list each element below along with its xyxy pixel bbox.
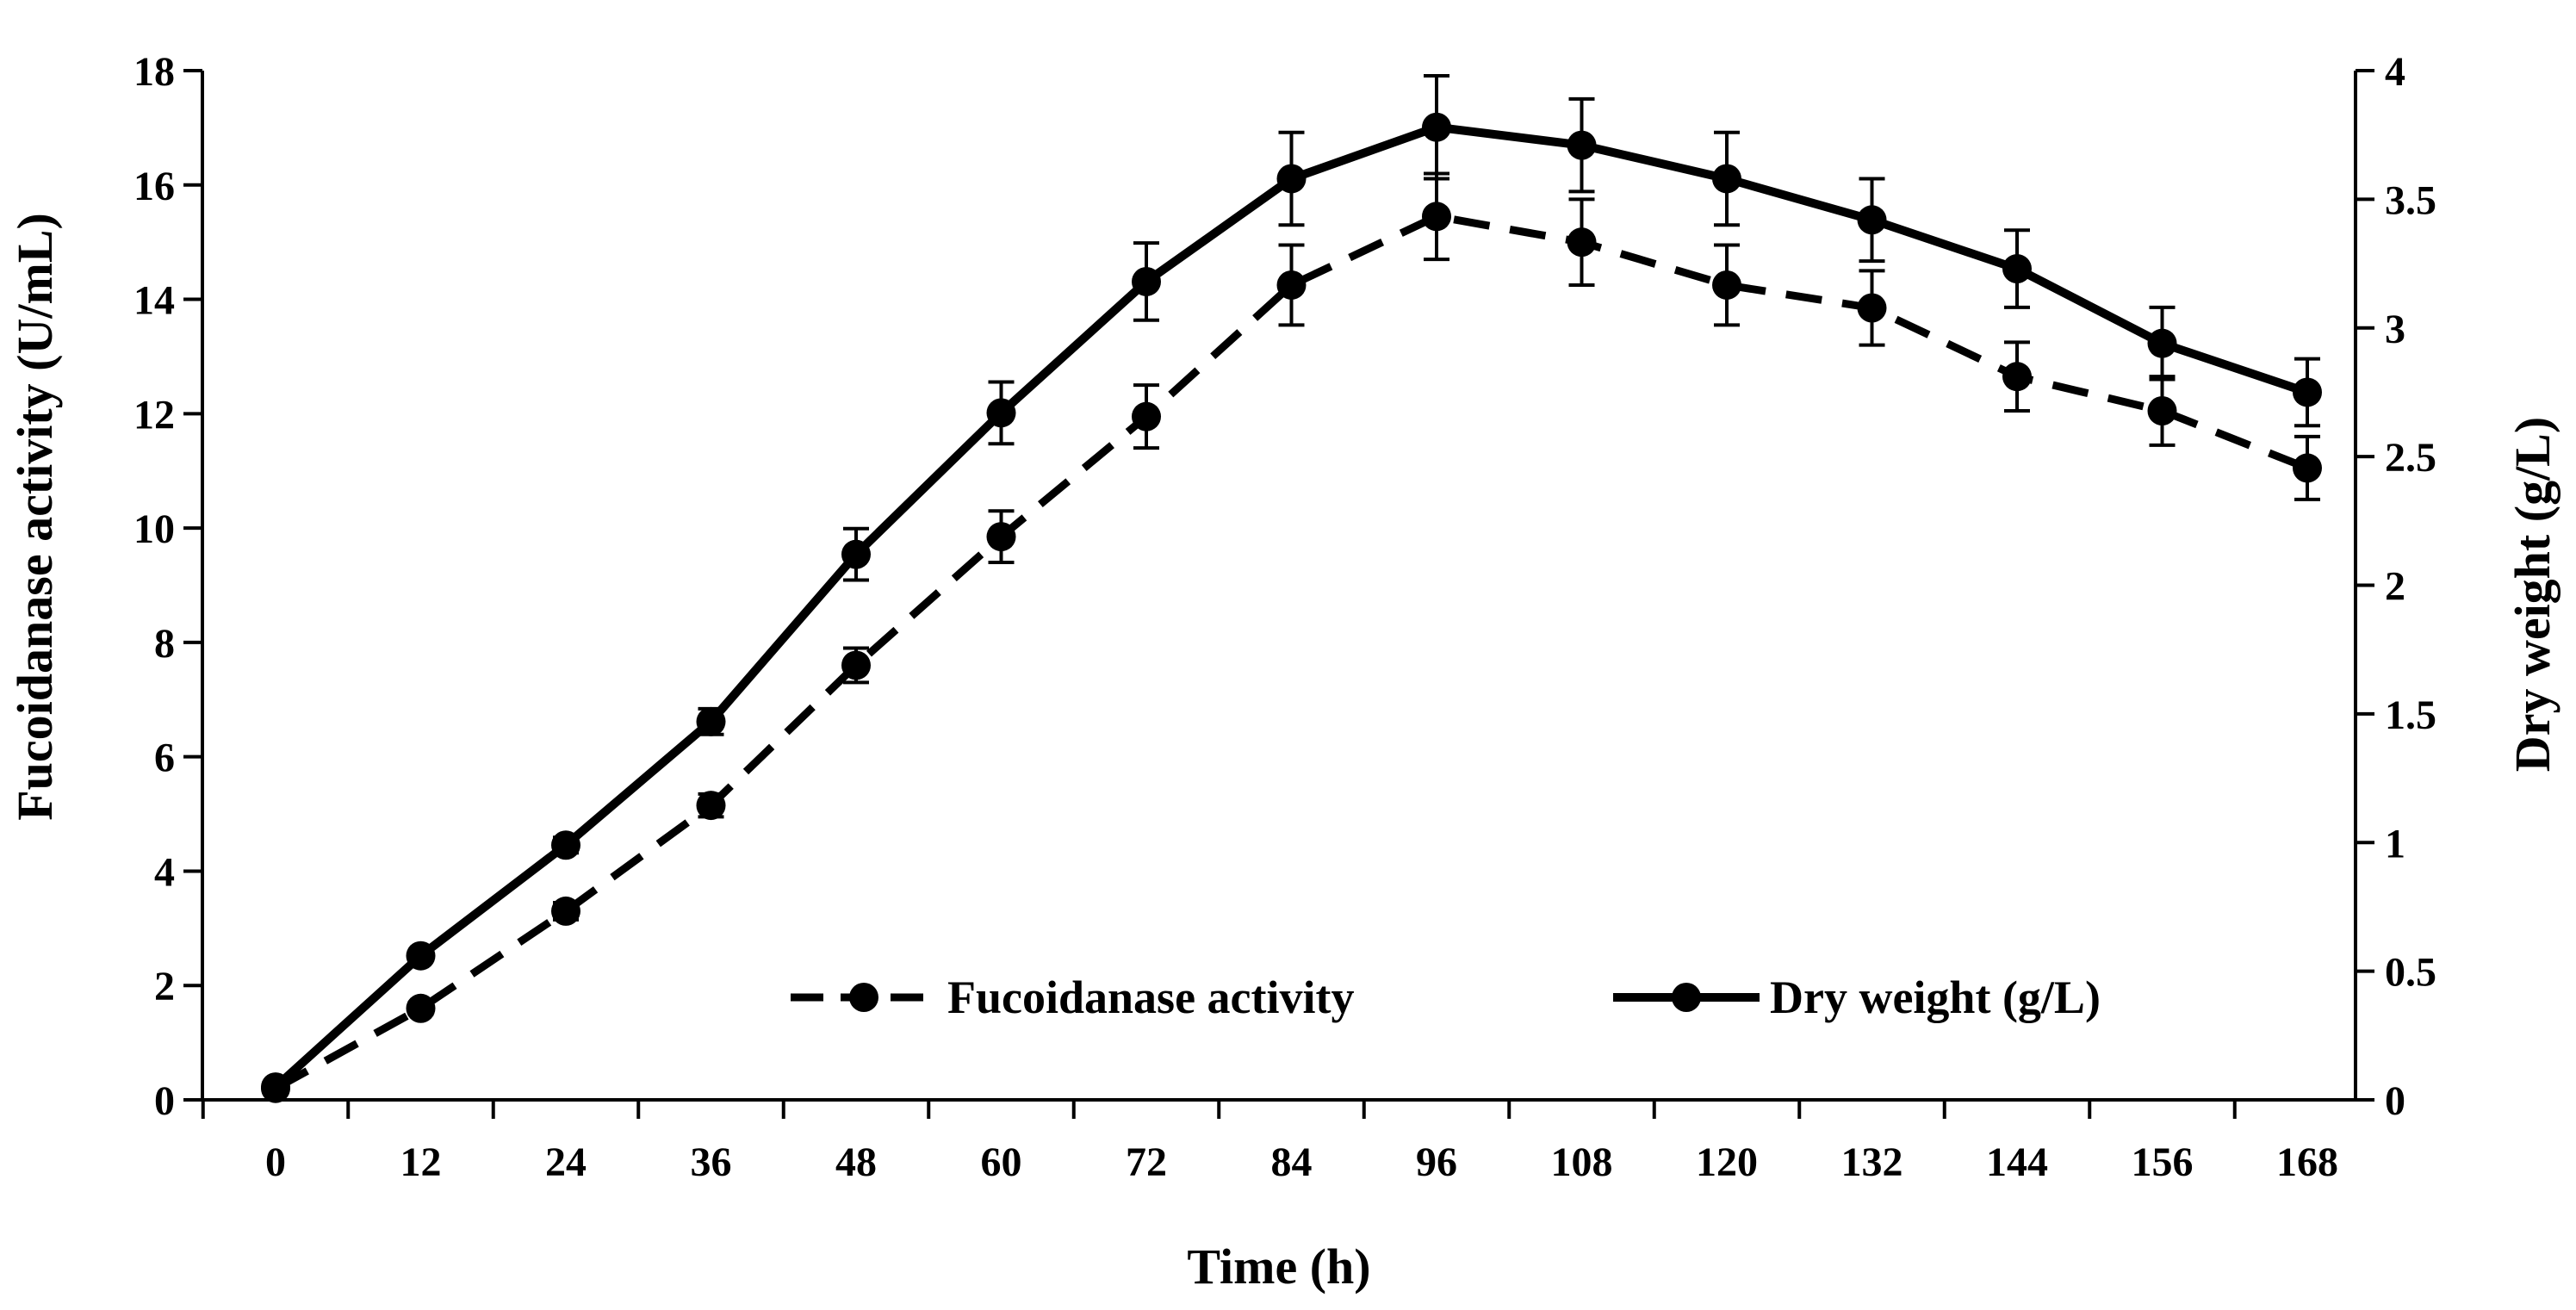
data-point <box>1132 266 1161 296</box>
y-right-tick-label: 4 <box>2385 49 2405 95</box>
data-point <box>1276 164 1307 194</box>
data-point <box>551 896 580 926</box>
y-right-tick-label: 0.5 <box>2385 950 2436 996</box>
data-point <box>2147 328 2177 358</box>
data-point <box>1567 227 1597 258</box>
x-tick-label: 72 <box>1126 1139 1167 1185</box>
x-tick-label: 156 <box>2132 1139 2194 1185</box>
data-point <box>551 830 580 860</box>
data-point <box>2147 396 2177 426</box>
data-point <box>1857 293 1887 323</box>
x-ticks: 0 12 24 36 48 60 72 84 96 108 120 132 144 156 168 <box>201 1100 2338 1185</box>
y-left-tick-label: 12 <box>133 392 175 438</box>
x-tick-label: 12 <box>400 1139 442 1185</box>
y-left-ticks: 0 2 4 6 8 10 12 14 16 18 <box>133 49 202 1124</box>
data-point <box>2002 254 2032 284</box>
data-point <box>261 1072 290 1102</box>
legend-label: Dry weight (g/L) <box>1770 972 2101 1023</box>
series-layer <box>261 73 2322 1103</box>
y-left-tick-label: 4 <box>154 849 175 895</box>
y-left-tick-label: 14 <box>133 278 175 324</box>
data-point <box>1422 112 1451 142</box>
x-tick-label: 168 <box>2276 1139 2338 1185</box>
y-right-tick-label: 3.5 <box>2385 177 2436 223</box>
legend: Fucoidanase activity Dry weight (g/L) <box>791 972 2101 1023</box>
y-left-tick-label: 16 <box>133 164 175 209</box>
x-tick-label: 60 <box>981 1139 1022 1185</box>
x-tick-label: 132 <box>1841 1139 1903 1185</box>
data-point <box>986 522 1016 552</box>
y-left-axis-title: Fucoidanase activity (U/mL) <box>7 213 63 821</box>
y-right-ticks: 0 0.5 1 1.5 2 2.5 3 3.5 4 <box>2356 49 2436 1124</box>
y-left-tick-label: 6 <box>154 736 175 781</box>
y-left-tick-label: 2 <box>154 964 175 1009</box>
y-right-tick-label: 1.5 <box>2385 692 2436 738</box>
x-tick-label: 96 <box>1416 1139 1457 1185</box>
x-tick-label: 144 <box>1986 1139 2048 1185</box>
data-point <box>986 398 1016 428</box>
data-point <box>841 650 871 680</box>
y-right-tick-label: 3 <box>2385 307 2405 352</box>
data-point <box>841 539 871 569</box>
y-left-tick-label: 0 <box>154 1078 175 1124</box>
legend-marker <box>849 983 878 1012</box>
x-tick-label: 48 <box>835 1139 877 1185</box>
x-tick-label: 120 <box>1696 1139 1758 1185</box>
x-tick-label: 36 <box>691 1139 732 1185</box>
data-point <box>1712 270 1741 300</box>
series-dry-weight <box>261 73 2322 1102</box>
series-line <box>273 212 2309 1092</box>
x-tick-label: 84 <box>1271 1139 1313 1185</box>
data-point <box>2293 377 2322 407</box>
y-left-tick-label: 8 <box>154 621 175 667</box>
data-point <box>1712 164 1741 194</box>
y-left-tick-label: 10 <box>133 506 175 552</box>
data-point <box>1132 401 1161 431</box>
legend-item-fucoidanase-activity: Fucoidanase activity <box>791 972 1354 1023</box>
data-point <box>1567 130 1597 160</box>
y-left-tick-label: 18 <box>133 49 175 95</box>
data-point <box>406 941 436 971</box>
data-point <box>406 993 436 1023</box>
x-tick-label: 108 <box>1551 1139 1613 1185</box>
legend-marker <box>1672 983 1701 1012</box>
y-right-tick-label: 2.5 <box>2385 435 2436 481</box>
data-point <box>696 706 726 736</box>
y-right-tick-label: 0 <box>2385 1078 2405 1124</box>
x-tick-label: 24 <box>545 1139 587 1185</box>
data-point <box>1422 202 1451 232</box>
y-right-tick-label: 1 <box>2385 821 2405 866</box>
legend-item-dry-weight: Dry weight (g/L) <box>1613 972 2101 1023</box>
legend-label: Fucoidanase activity <box>947 972 1354 1023</box>
data-point <box>696 791 726 821</box>
x-axis-title: Time (h) <box>1187 1239 1370 1294</box>
series-fucoidanase-activity <box>261 171 2322 1103</box>
data-point <box>1276 270 1307 300</box>
data-point <box>2293 453 2322 483</box>
data-point <box>1857 205 1887 235</box>
x-tick-label: 0 <box>265 1139 286 1185</box>
y-right-tick-label: 2 <box>2385 564 2405 610</box>
y-right-axis-title: Dry weight (g/L) <box>2505 417 2560 772</box>
data-point <box>2002 362 2032 392</box>
